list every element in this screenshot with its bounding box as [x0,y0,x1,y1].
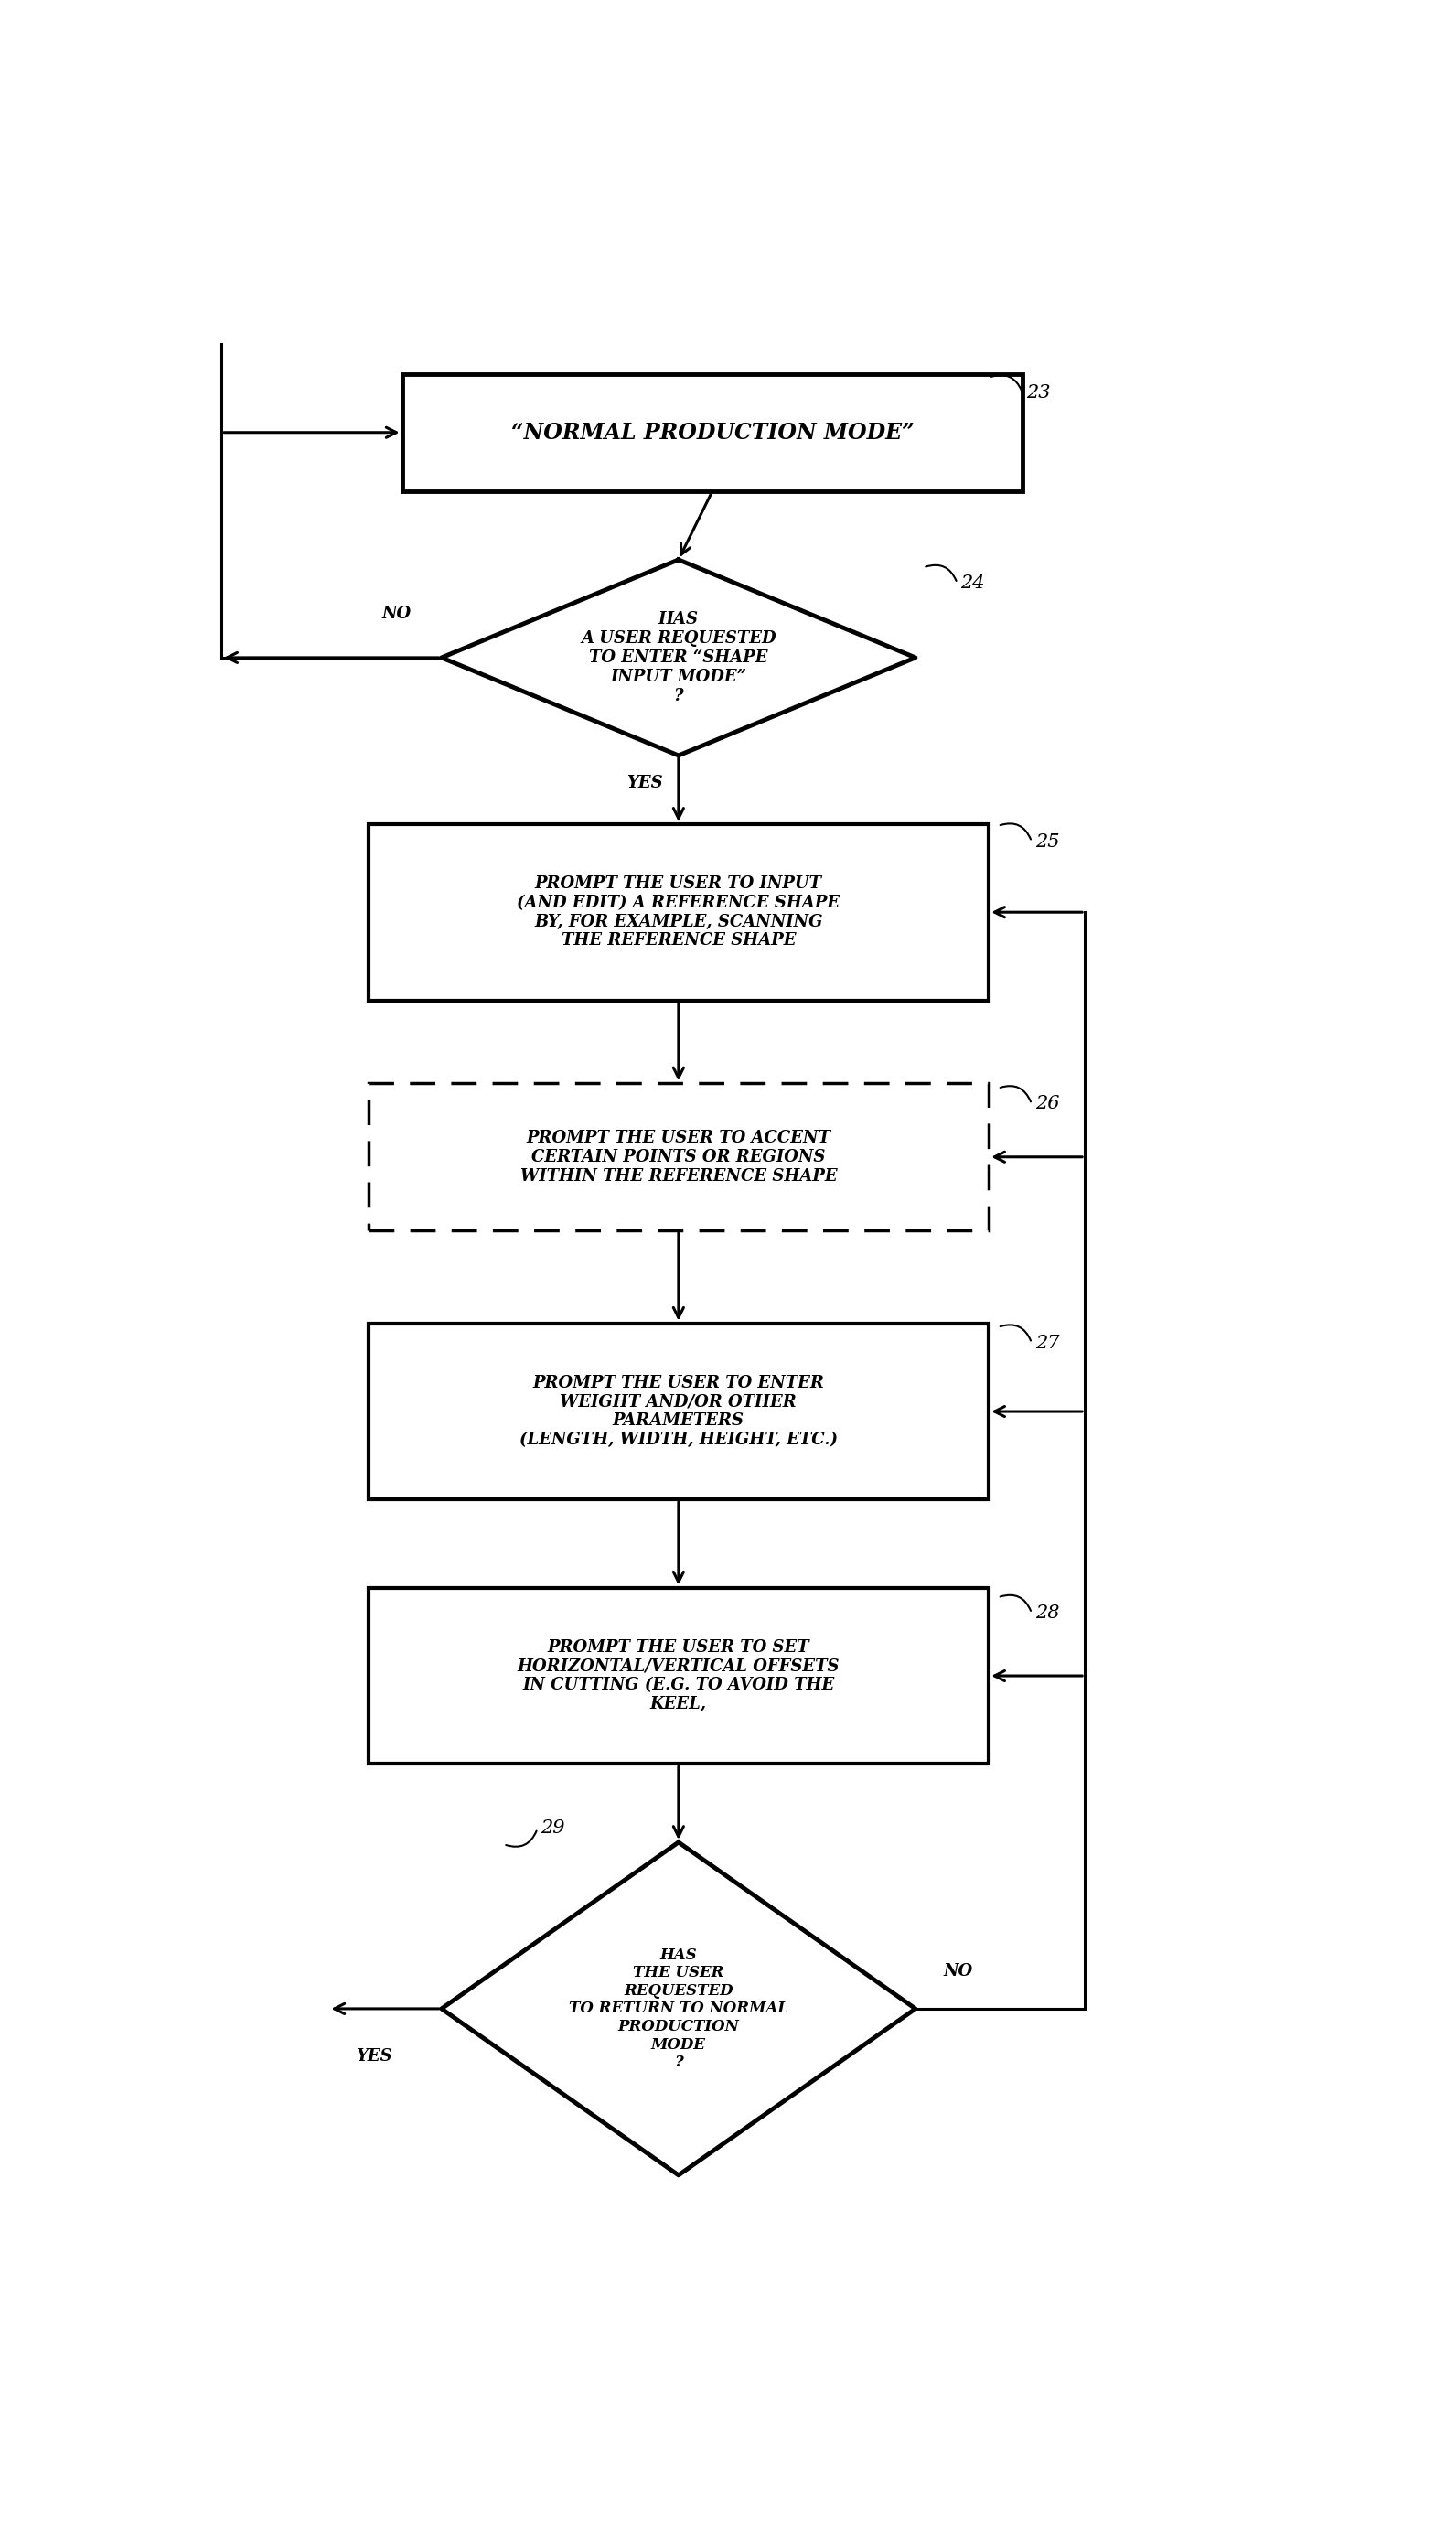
Text: NO: NO [943,1963,973,1978]
Bar [402,374,1022,491]
Text: 29: 29 [540,1821,565,1836]
Text: YES: YES [355,2047,392,2065]
Text: HAS
THE USER
REQUESTED
TO RETURN TO NORMAL
PRODUCTION
MODE
?: HAS THE USER REQUESTED TO RETURN TO NORM… [569,1948,788,2070]
Text: “NORMAL PRODUCTION MODE”: “NORMAL PRODUCTION MODE” [511,422,914,442]
Text: YES: YES [626,776,662,791]
Text: PROMPT THE USER TO INPUT
(AND EDIT) A REFERENCE SHAPE
BY, FOR EXAMPLE, SCANNING
: PROMPT THE USER TO INPUT (AND EDIT) A RE… [517,875,840,949]
Bar [368,1322,989,1500]
Text: 28: 28 [1035,1605,1060,1622]
Text: HAS
A USER REQUESTED
TO ENTER “SHAPE
INPUT MODE”
?: HAS A USER REQUESTED TO ENTER “SHAPE INP… [581,610,776,704]
Text: PROMPT THE USER TO ACCENT
CERTAIN POINTS OR REGIONS
WITHIN THE REFERENCE SHAPE: PROMPT THE USER TO ACCENT CERTAIN POINTS… [520,1129,837,1185]
Text: PROMPT THE USER TO ENTER
WEIGHT AND/OR OTHER
PARAMETERS
(LENGTH, WIDTH, HEIGHT, : PROMPT THE USER TO ENTER WEIGHT AND/OR O… [520,1376,837,1450]
Text: 25: 25 [1035,834,1060,849]
Polygon shape [441,559,916,755]
Text: 27: 27 [1035,1335,1060,1353]
Text: 24: 24 [961,575,984,593]
Bar [368,1083,989,1231]
Text: PROMPT THE USER TO SET
HORIZONTAL/VERTICAL OFFSETS
IN CUTTING (E.G. TO AVOID THE: PROMPT THE USER TO SET HORIZONTAL/VERTIC… [517,1640,840,1711]
Bar [368,824,989,999]
Text: 23: 23 [1026,384,1050,402]
Bar [368,1587,989,1765]
Text: 26: 26 [1035,1096,1060,1114]
Polygon shape [441,1841,916,2174]
Text: NO: NO [381,605,411,623]
